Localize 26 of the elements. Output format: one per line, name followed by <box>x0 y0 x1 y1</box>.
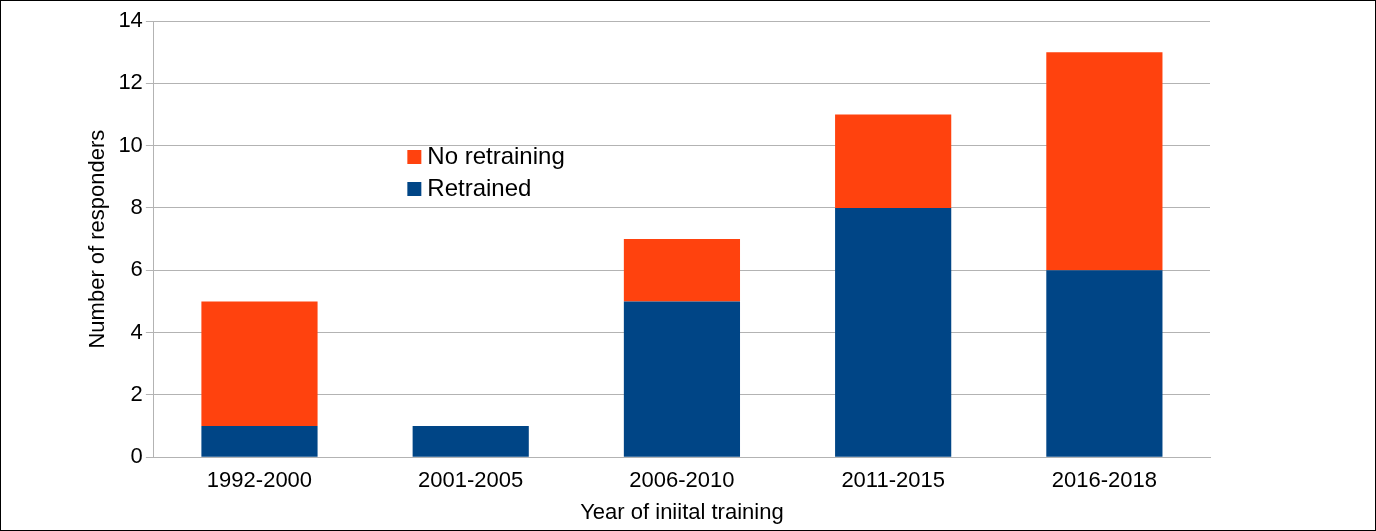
bar <box>835 114 952 208</box>
y-tick-label: 12 <box>118 69 143 95</box>
legend-label: Retrained <box>427 173 532 201</box>
y-axis-title: Number of responders <box>84 129 110 349</box>
bar <box>835 207 952 457</box>
y-tick-label: 10 <box>118 131 143 157</box>
bar <box>201 426 318 457</box>
bar <box>623 301 741 457</box>
x-tick-label: 2006-2010 <box>629 467 735 493</box>
y-tick-label: 0 <box>130 443 143 469</box>
y-tick-label: 2 <box>130 380 143 406</box>
x-tick-label: 2016-2018 <box>1051 467 1157 493</box>
y-tick-label: 8 <box>130 194 143 220</box>
bar <box>1046 52 1163 271</box>
y-tick-label: 6 <box>130 256 143 282</box>
legend-label: No retraining <box>427 141 565 169</box>
y-tick-label: 4 <box>130 318 143 344</box>
x-axis-title: Year of iniital training <box>580 498 784 524</box>
bar <box>201 301 318 427</box>
y-tick-label: 14 <box>118 7 143 33</box>
x-tick-label: 2011-2015 <box>841 467 945 493</box>
x-tick-label: 2001-2005 <box>418 467 524 493</box>
x-tick-label: 1992-2000 <box>206 467 313 493</box>
bar <box>623 239 741 302</box>
bar <box>412 426 529 457</box>
bar <box>1046 270 1163 457</box>
